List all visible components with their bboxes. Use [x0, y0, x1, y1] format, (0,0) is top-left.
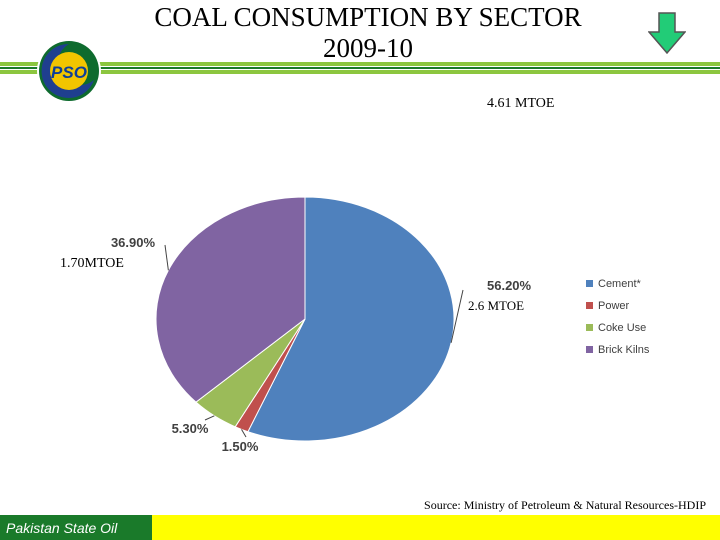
source-note: Source: Ministry of Petroleum & Natural …	[424, 498, 706, 512]
header-stripe-mid	[0, 67, 720, 69]
legend-swatch	[586, 302, 593, 309]
header-stripe-top	[0, 62, 720, 66]
leader-line	[204, 415, 215, 421]
slice-label: 5.30%	[172, 421, 209, 436]
page-title: COAL CONSUMPTION BY SECTOR 2009-10	[100, 2, 636, 64]
legend-swatch	[586, 346, 593, 353]
footer-brand: Pakistan State Oil	[6, 520, 118, 536]
brick-kilns-annotation: 1.70MTOE	[60, 256, 124, 271]
legend-swatch	[586, 324, 593, 331]
leader-line	[450, 289, 464, 343]
legend-label: Power	[598, 300, 630, 312]
legend-swatch	[586, 280, 593, 287]
pso-logo: PSO	[37, 39, 101, 103]
logo-text: PSO	[51, 63, 87, 82]
legend-label: Brick Kilns	[598, 344, 650, 356]
legend-label: Coke Use	[598, 322, 646, 334]
footer-brand-block: Pakistan State Oil	[0, 515, 152, 540]
slice-label: 1.50%	[222, 439, 259, 454]
leader-line	[241, 429, 247, 438]
down-arrow-icon[interactable]	[648, 12, 686, 54]
total-annotation: 4.61 MTOE	[487, 96, 555, 111]
header-stripe-bottom	[0, 70, 720, 74]
legend-label: Cement*	[598, 278, 642, 290]
title-line-1: COAL CONSUMPTION BY SECTOR	[154, 2, 582, 32]
pie-slice-cement	[247, 196, 455, 442]
slice-label: 56.20%	[487, 278, 532, 293]
leader-line	[164, 244, 169, 271]
cement-annotation: 2.6 MTOE	[468, 298, 525, 313]
title-line-2: 2009-10	[323, 33, 413, 63]
slice-label: 36.90%	[111, 235, 156, 250]
